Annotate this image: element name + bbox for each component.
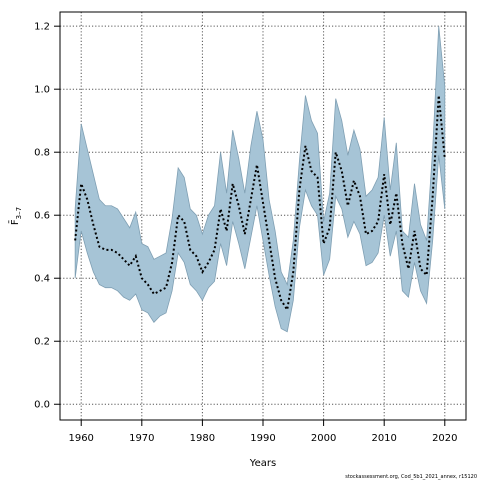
x-tick-label: 1970 [129,433,154,444]
x-tick-label: 2020 [432,433,457,444]
credit-text: stockassessment.org, Cod_5b1_2021_annex,… [345,474,477,480]
svg-text:F̄3–7: F̄3–7 [8,207,23,225]
x-tick-label: 1990 [250,433,275,444]
y-tick-label: 0.8 [34,148,50,159]
y-tick-label: 0.2 [34,337,50,348]
x-tick-label: 2000 [311,433,336,444]
x-tick-label: 2010 [371,433,396,444]
confidence-band [74,26,446,333]
x-tick-label: 1960 [68,433,93,444]
confidence-band-layer [74,26,446,333]
y-tick-label: 0.4 [34,274,50,285]
x-axis-title: Years [249,458,276,469]
y-tick-label: 1.2 [34,22,50,33]
y-axis-title-sub: 3–7 [15,207,23,219]
x-tick-label: 1980 [190,433,215,444]
y-axis-title-main: F̄ [8,219,21,225]
ticks: 1960 1970 1980 1990 2000 2010 2020 0.0 0.2 0.4 0.6… [34,22,457,444]
y-tick-label: 0.6 [34,211,50,222]
y-tick-label: 1.0 [34,85,50,96]
y-axis-title: F̄3–7 [8,207,23,225]
y-tick-label: 0.0 [34,400,50,411]
